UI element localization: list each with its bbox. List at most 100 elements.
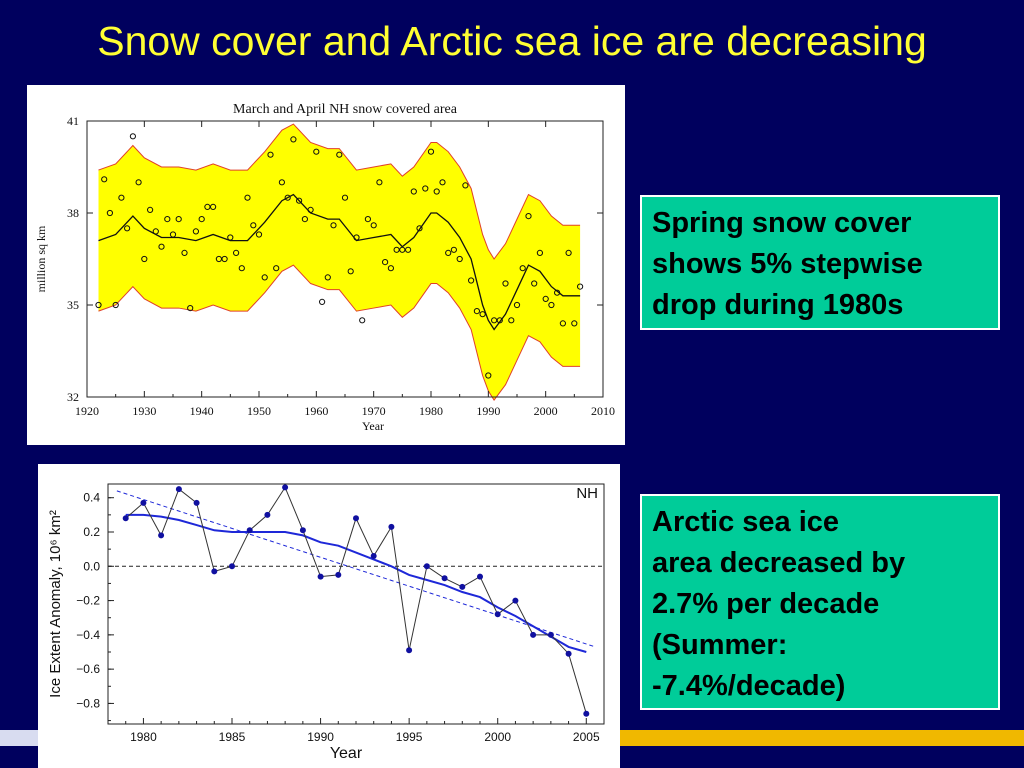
data-point — [353, 234, 360, 241]
data-point — [324, 274, 331, 281]
y-tick-label: 41 — [67, 114, 79, 128]
data-point — [135, 179, 142, 186]
data-point — [405, 246, 412, 253]
y-tick-label: 0.0 — [83, 559, 100, 573]
data-point — [459, 583, 466, 590]
data-point — [278, 179, 285, 186]
x-tick-label: 1980 — [130, 730, 157, 744]
data-point — [508, 317, 515, 324]
smoothed-line — [125, 513, 587, 653]
data-point — [187, 305, 194, 312]
data-point — [422, 185, 429, 192]
y-tick-label: 35 — [67, 298, 79, 312]
data-point — [229, 563, 235, 570]
data-point — [141, 255, 148, 263]
data-point — [198, 216, 205, 223]
snow-cover-chart-panel: 1920 1930 1940 1950 1960 1970 1980 1990 2000 2010… — [27, 85, 625, 445]
data-point — [227, 234, 234, 241]
data-point — [502, 280, 509, 287]
x-tick-label: 1950 — [247, 404, 271, 418]
data-point — [244, 194, 251, 201]
ice-callout-line: (Summer: — [652, 629, 788, 661]
data-point — [140, 499, 147, 506]
chart-title: March and April NH snow covered area — [233, 102, 458, 117]
data-point — [388, 523, 395, 530]
data-point — [583, 710, 590, 717]
x-tick-label: 1930 — [132, 404, 156, 418]
data-point — [468, 277, 475, 284]
data-point — [477, 573, 483, 580]
y-tick-label: 32 — [67, 390, 79, 404]
data-point — [317, 573, 324, 580]
data-point — [353, 515, 359, 522]
ice-callout-line: -7.4%/decade) — [652, 670, 846, 702]
x-tick-label: 2010 — [591, 404, 615, 418]
data-point — [246, 527, 253, 534]
linear-trend-line — [116, 490, 596, 648]
bottom-bar-right — [620, 730, 1024, 746]
data-point — [313, 148, 320, 155]
data-point — [577, 283, 584, 290]
data-point — [330, 222, 337, 229]
data-point — [122, 515, 129, 522]
data-point — [462, 182, 469, 189]
data-point — [554, 289, 561, 296]
data-point — [336, 151, 343, 158]
data-point — [193, 499, 200, 506]
x-tick-label: 1995 — [396, 730, 423, 744]
data-point — [536, 249, 544, 256]
data-point — [456, 255, 463, 263]
band-upper-edge — [98, 123, 581, 260]
data-point — [416, 225, 423, 232]
data-point — [124, 225, 131, 232]
data-point — [410, 188, 417, 195]
band-lower-edge — [98, 264, 581, 401]
data-point — [513, 301, 521, 309]
x-tick-label: 1990 — [476, 404, 500, 418]
data-point — [485, 372, 492, 379]
ice-callout: Arctic sea ice area decreased by 2.7% pe… — [640, 494, 1000, 710]
data-point — [441, 575, 448, 582]
y-tick-label: −0.8 — [76, 696, 100, 710]
data-point — [301, 216, 308, 223]
data-point — [158, 532, 165, 539]
data-point — [192, 228, 199, 235]
data-point — [496, 317, 503, 324]
sea-ice-chart: 1980 1985 1990 1995 2000 2005 0.4 0.2 0.0 −0.2 −0.… — [47, 483, 605, 762]
x-tick-label: 1940 — [190, 404, 214, 418]
x-tick-label: 2005 — [573, 730, 600, 744]
data-point — [211, 568, 218, 575]
y-tick-label: −0.2 — [76, 594, 100, 608]
y-tick-label: −0.4 — [76, 628, 100, 642]
data-point — [387, 265, 394, 272]
data-point — [376, 179, 383, 186]
sea-ice-chart-panel: 1980 1985 1990 1995 2000 2005 0.4 0.2 0.0 −0.2 −0.… — [38, 464, 620, 768]
data-point — [238, 265, 245, 272]
data-point — [299, 527, 306, 534]
data-point — [494, 611, 501, 618]
x-tick-label: 2000 — [534, 404, 558, 418]
data-point — [445, 249, 452, 256]
bottom-bar-left — [0, 730, 45, 746]
data-point — [233, 249, 240, 256]
y-tick-label: 0.4 — [83, 491, 100, 505]
data-point — [370, 222, 377, 229]
y-tick-label: 0.2 — [83, 525, 100, 539]
data-point — [152, 228, 159, 235]
data-point — [95, 301, 102, 309]
ice-callout-line: area decreased by — [652, 547, 906, 579]
data-point — [129, 133, 137, 140]
snow-callout-line: shows 5% stepwise — [652, 248, 923, 280]
data-point — [181, 249, 188, 256]
data-point — [335, 571, 342, 578]
data-point — [347, 268, 354, 275]
data-point — [158, 243, 165, 250]
data-point — [530, 631, 537, 638]
data-point — [542, 295, 549, 302]
x-tick-label: 2000 — [484, 730, 511, 744]
data-point — [399, 246, 406, 253]
x-tick-label: 1985 — [219, 730, 246, 744]
data-point — [559, 320, 567, 327]
x-axis-label: Year — [362, 419, 384, 433]
data-point — [204, 203, 211, 211]
